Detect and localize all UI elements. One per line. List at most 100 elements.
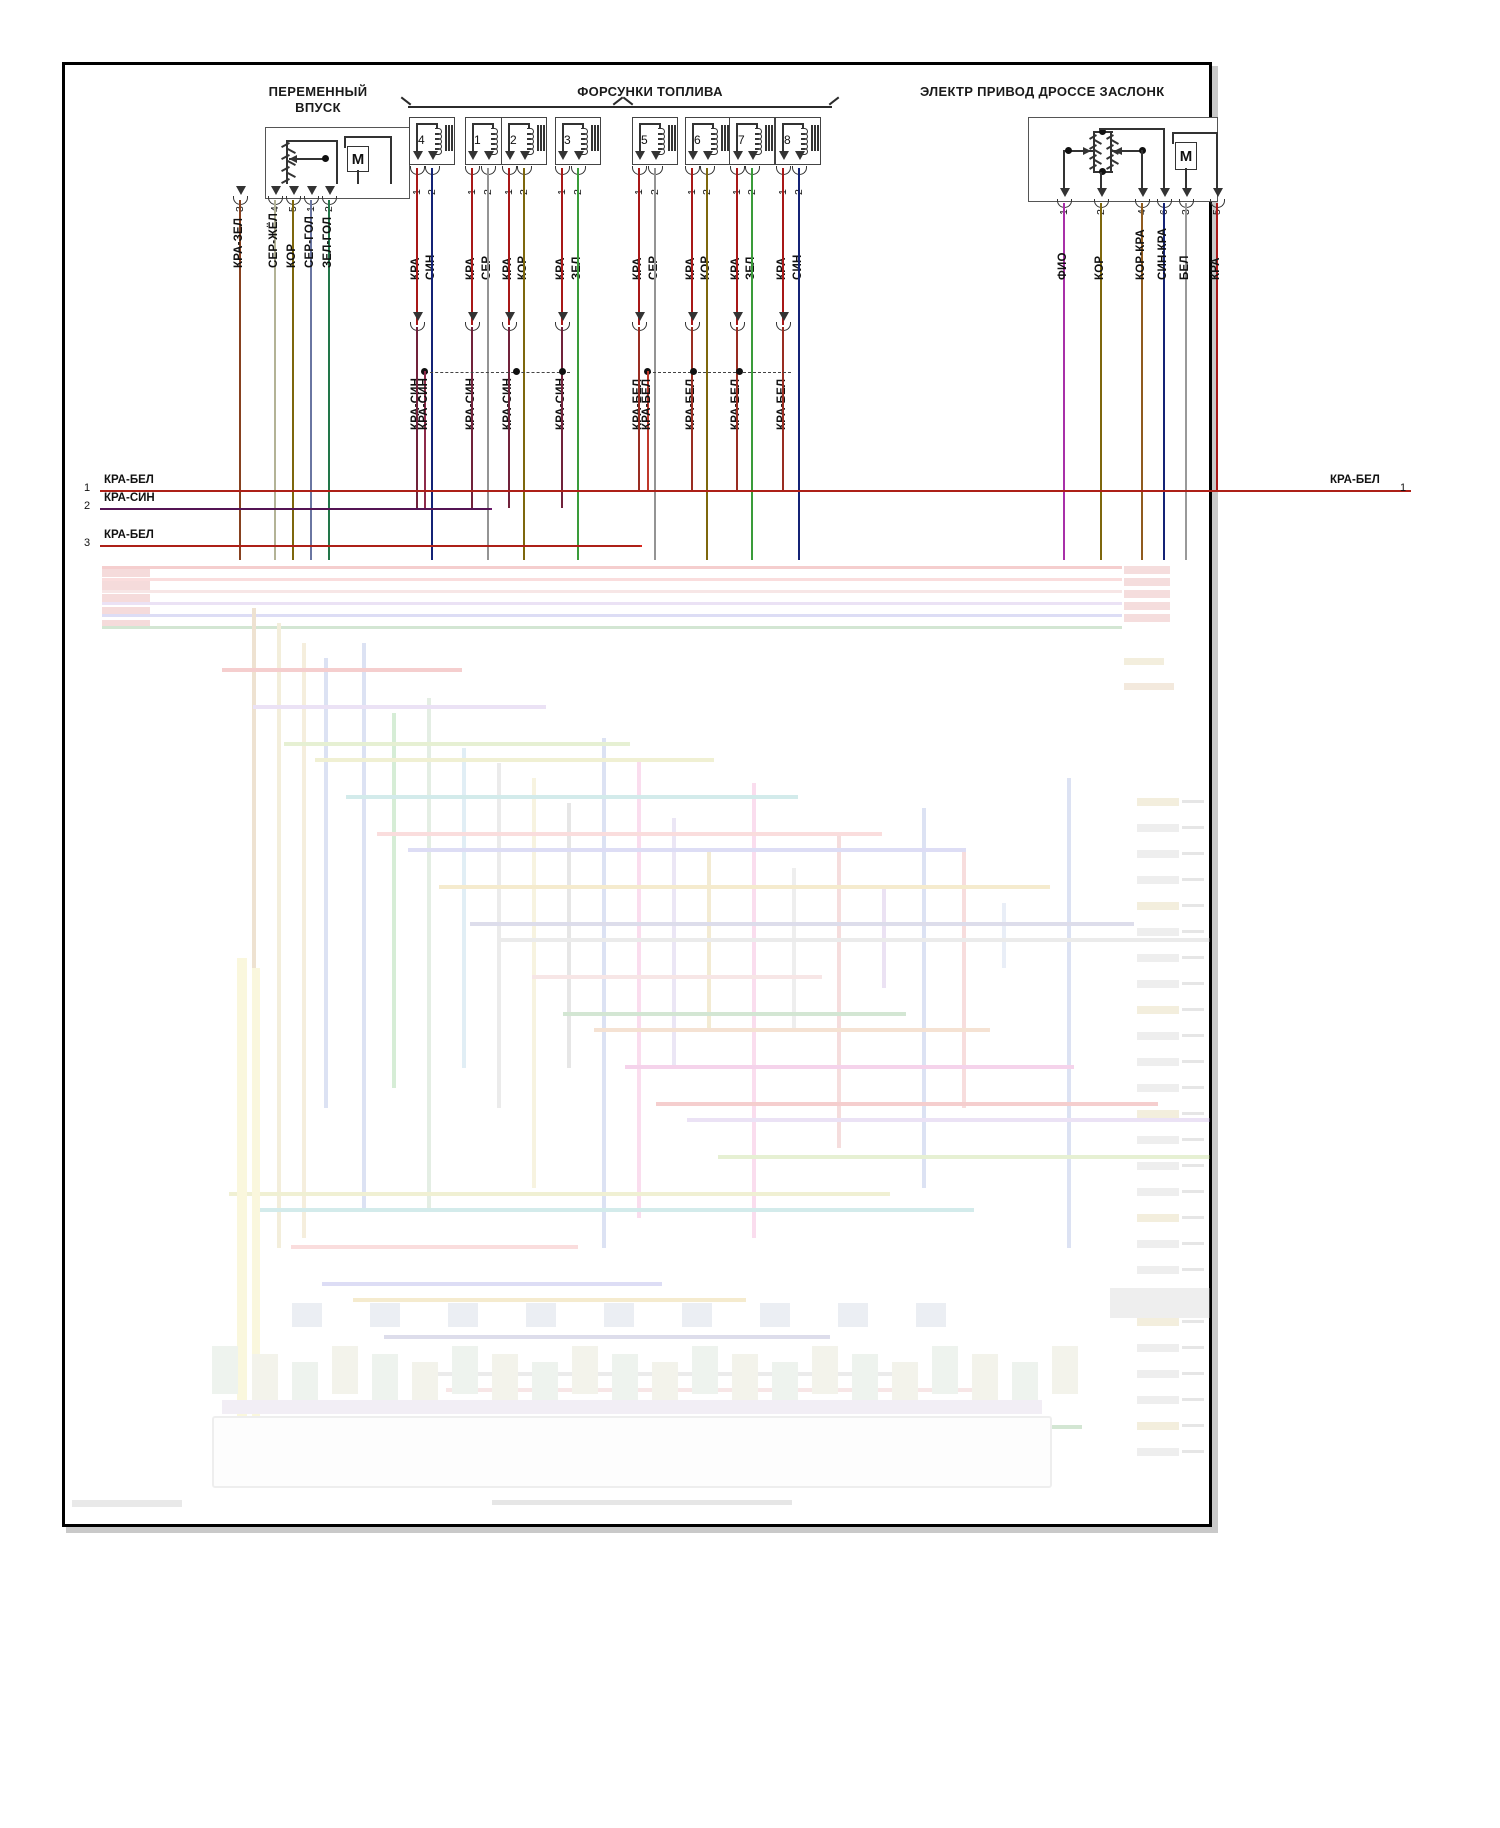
coil-loop [491,148,498,155]
splice-arrow-icon [779,312,789,321]
leg-pin2 [1100,172,1102,188]
wire-injector-4-pin2 [431,168,434,560]
injector-pin-arrow-icon [779,151,789,160]
pin-arrow-icon [1160,188,1170,197]
wire-variable-intake-2 [328,200,331,560]
throttle-motor-top-rail [1172,132,1218,134]
coil-right-stub [659,123,661,129]
wire-label: ЗЕЛ-ГОЛ [322,216,334,268]
injector-pin-arrow-icon [635,151,645,160]
coil-left [782,123,784,153]
wire-throttle-pin1 [1063,203,1066,560]
wire-variable-intake-3 [239,200,242,560]
bus-label-left: КРА-БЕЛ [104,474,154,486]
pin-arrow-icon [271,186,281,195]
bus-number-left: 2 [84,500,91,512]
wiper-left-line [1063,150,1095,152]
splice-dot [513,368,520,375]
wire-splice-5 [638,327,641,490]
core-bar [674,125,676,151]
wiper-right-arrow-icon [1114,147,1122,155]
pin-arrow-icon [1097,188,1107,197]
coil-right-stub [436,123,438,129]
throttle-motor-right-leg [1216,132,1218,188]
coil-right-stub [756,123,758,129]
coil-left [736,123,738,153]
coil-left [472,123,474,153]
coil-right-stub [492,123,494,129]
throttle-actuator-caption: ЭЛЕКТР ПРИВОД ДРОССЕ ЗАСЛОНК [920,84,1165,99]
wire-throttle-pin6 [1163,203,1166,560]
variable-intake-motor-symbol: M [347,146,369,172]
injector-pin-arrow-icon [558,151,568,160]
pot-b-body [1110,132,1112,172]
wire-injector-6-pin1 [691,168,694,325]
coil-top [472,123,494,125]
pin-arrow-icon [1213,188,1223,197]
core-bar [537,125,539,151]
pin-arrow-icon [1138,188,1148,197]
wire-variable-intake-4 [274,200,277,560]
wire-throttle-pin2 [1100,203,1103,560]
injector-number: 2 [510,133,517,147]
injector-pin-arrow-icon [748,151,758,160]
motor-left-leg [344,136,346,148]
core-bar [814,125,816,151]
bus-label-left: КРА-СИН [104,492,155,504]
wire-splice-7 [736,327,739,490]
wire-label: КОР [286,243,298,268]
leg-pin4 [1141,150,1143,188]
coil-loop [658,148,665,155]
coil-top [736,123,758,125]
injector-pin-arrow-icon [484,151,494,160]
wire-variable-intake-1 [310,200,313,560]
injector-pin-arrow-icon [651,151,661,160]
wiper-line [289,158,325,160]
injector-bracket [408,106,832,108]
core-bar [765,125,767,151]
splice-dot [559,368,566,375]
bus-number-left: 3 [84,537,91,549]
wire-splice-2 [508,327,511,508]
bus2-end-cap [490,508,493,510]
core-bar [817,125,819,151]
splice-arrow-icon [733,312,743,321]
coil-loop [711,148,718,155]
wiper-arrow-icon [289,155,297,163]
coil-loop [527,148,534,155]
splice-arrow-icon [688,312,698,321]
variable-intake-caption-2: ВПУСК [295,100,341,115]
bus-label-right: КРА-БЕЛ [1330,474,1380,486]
wire-splice-4 [416,327,419,508]
coil-loop [755,148,762,155]
pin-arrow-icon [307,186,317,195]
core-bar [668,125,670,151]
wiper-dot [322,155,329,162]
injector-pin-arrow-icon [505,151,515,160]
coil-right-stub [528,123,530,129]
injector-number: 6 [694,133,701,147]
wire-injector-1-pin1 [471,168,474,325]
core-bar [445,125,447,151]
wire-throttle-pin3 [1185,203,1188,560]
wire-splice-6 [691,327,694,490]
core-bar [721,125,723,151]
wire-injector-8-pin1 [782,168,785,325]
injector-pin-arrow-icon [428,151,438,160]
bus-line-2 [100,508,492,511]
injector-pin-arrow-icon [520,151,530,160]
splice-bus-label-left: КРА-СИН [418,377,430,430]
wire-injector-4-pin1 [416,168,419,325]
injector-pin-arrow-icon [795,151,805,160]
fuel-injectors-caption: ФОРСУНКИ ТОПЛИВА [577,84,723,99]
coil-right-stub [712,123,714,129]
bus-number-right: 1 [1400,482,1407,494]
rail-to-pin6 [1099,128,1165,130]
injector-number: 4 [418,133,425,147]
coil-left [416,123,418,153]
wire-injector-5-pin1 [638,168,641,325]
wire-variable-intake-5 [292,200,295,560]
coil-left [508,123,510,153]
splice-arrow-icon [505,312,515,321]
coil-left [639,123,641,153]
